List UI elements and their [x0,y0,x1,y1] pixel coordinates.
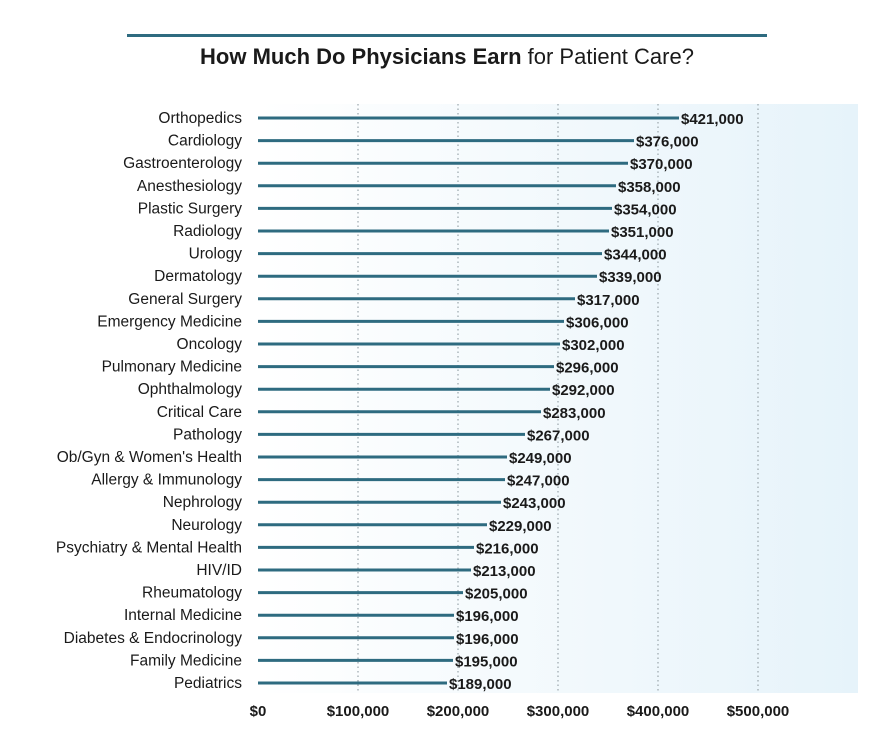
category-label: Emergency Medicine [97,313,242,330]
value-label: $302,000 [562,337,625,354]
value-label: $292,000 [552,382,615,399]
title-rule [127,34,767,37]
value-label: $421,000 [681,111,744,128]
value-label: $196,000 [456,608,519,625]
value-label: $249,000 [509,450,572,467]
value-label: $339,000 [599,269,662,286]
category-label: Plastic Surgery [138,200,242,217]
value-label: $243,000 [503,495,566,512]
category-label: Pulmonary Medicine [102,359,242,376]
value-label: $195,000 [455,653,518,670]
x-tick-label: $400,000 [627,703,690,720]
value-label: $205,000 [465,586,528,603]
category-label: HIV/ID [196,562,242,579]
category-label: Urology [189,246,243,263]
category-label: Oncology [177,336,243,353]
category-label: Nephrology [163,494,243,511]
value-label: $317,000 [577,292,640,309]
value-label: $283,000 [543,405,606,422]
value-label: $189,000 [449,676,512,693]
x-tick-label: $100,000 [327,703,390,720]
value-label: $196,000 [456,631,519,648]
value-label: $354,000 [614,201,677,218]
value-label: $247,000 [507,473,570,490]
category-label: Anesthesiology [137,178,242,195]
category-label: Critical Care [157,404,242,421]
category-label: Dermatology [154,268,242,285]
category-label: Neurology [171,517,242,534]
category-label: Pathology [173,426,242,443]
x-tick-label: $200,000 [427,703,490,720]
value-label: $351,000 [611,224,674,241]
value-label: $229,000 [489,518,552,535]
value-label: $370,000 [630,156,693,173]
value-label: $358,000 [618,179,681,196]
category-label: Orthopedics [158,110,242,127]
value-label: $344,000 [604,247,667,264]
value-label: $296,000 [556,360,619,377]
x-tick-label: $300,000 [527,703,590,720]
category-label: Pediatrics [174,675,242,692]
category-label: Allergy & Immunology [91,472,242,489]
x-tick-label: $0 [250,703,267,720]
value-label: $216,000 [476,540,539,557]
category-label: Diabetes & Endocrinology [64,630,243,647]
chart-title-bold: How Much Do Physicians Earn [200,44,522,69]
category-label: Psychiatry & Mental Health [56,539,242,556]
value-label: $267,000 [527,427,590,444]
category-label: Internal Medicine [124,607,242,624]
category-label: Gastroenterology [123,155,242,172]
x-tick-label: $500,000 [727,703,790,720]
category-label: General Surgery [128,291,242,308]
chart-title: How Much Do Physicians Earn for Patient … [127,44,767,70]
category-label: Family Medicine [130,652,242,669]
category-label: Ob/Gyn & Women's Health [57,449,242,466]
category-label: Radiology [173,223,242,240]
chart-title-rest: for Patient Care? [521,44,694,69]
value-label: $306,000 [566,314,629,331]
value-label: $213,000 [473,563,536,580]
category-label: Rheumatology [142,585,242,602]
category-label: Ophthalmology [138,381,243,398]
value-label: $376,000 [636,134,699,151]
category-label: Cardiology [168,133,242,150]
